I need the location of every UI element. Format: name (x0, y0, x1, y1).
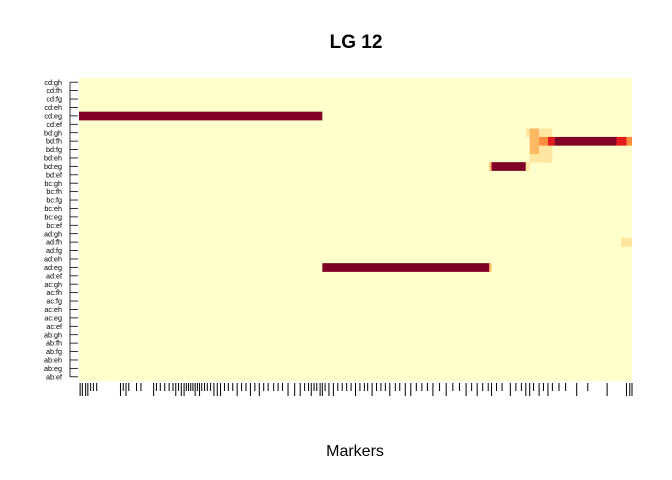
heatmap-cell (626, 136, 632, 146)
y-tick-label: ac:ef (46, 322, 62, 331)
y-tick-label: cd:ef (46, 120, 62, 129)
heatmap-cell (529, 153, 543, 163)
heatmap-cell (616, 136, 627, 146)
heatmap-cell (554, 136, 617, 146)
y-tick-label: ab:eg (44, 364, 62, 373)
heatmap-cell (489, 263, 492, 272)
heatmap-cell (529, 128, 540, 138)
y-tick-label: bc:fh (46, 187, 62, 196)
heatmap-cell (529, 145, 540, 155)
heatmap-cell (491, 162, 526, 171)
y-tick-label: ab:ef (46, 372, 62, 381)
y-tick-label: ad:fg (46, 246, 62, 255)
y-tick-label: cd:fg (46, 95, 62, 104)
y-tick-label: ab:gh (44, 330, 62, 339)
heatmap-cell (547, 136, 555, 146)
y-tick-label: ac:eh (44, 305, 62, 314)
x-axis-label: Markers (326, 443, 384, 460)
y-tick-label: bc:gh (44, 179, 62, 188)
y-tick-label: ad:eh (44, 255, 62, 264)
heatmap-cell (525, 162, 530, 171)
y-tick-label: ab:eh (44, 356, 62, 365)
y-tick-label: bd:fh (46, 137, 62, 146)
y-tick-label: cd:gh (44, 78, 62, 87)
y-tick-label: bd:ef (46, 170, 62, 179)
y-tick-label: bd:eh (44, 154, 62, 163)
heatmap-cell (529, 136, 540, 146)
marker-rug (79, 383, 633, 396)
heatmap-cell (539, 136, 548, 146)
y-tick-label: cd:eh (44, 103, 62, 112)
heatmap-cells (79, 111, 632, 272)
heatmap-cell (322, 263, 490, 272)
heatmap-cell (539, 145, 553, 155)
plot-area (79, 78, 632, 381)
y-tick-label: ac:fh (46, 288, 62, 297)
y-tick-label: bc:ef (46, 221, 62, 230)
heatmap-background (79, 78, 632, 381)
y-tick-label: bc:eg (44, 212, 62, 221)
y-tick-label: ab:fg (46, 347, 62, 356)
y-axis: cd:ghcd:fhcd:fgcd:ehcd:egcd:efbd:ghbd:fh… (44, 78, 78, 381)
y-tick-label: cd:eg (44, 111, 62, 120)
y-tick-label: ad:fh (46, 238, 62, 247)
y-tick-label: bd:fg (46, 145, 62, 154)
y-tick-label: ac:gh (44, 280, 62, 289)
y-tick-label: cd:fh (46, 86, 62, 95)
y-tick-label: ac:eg (44, 313, 62, 322)
heatmap-cell (525, 128, 530, 138)
y-tick-label: ad:gh (44, 229, 62, 238)
y-tick-label: bc:eh (44, 204, 62, 213)
chart-title: LG 12 (330, 32, 383, 53)
heatmap-cell (489, 162, 492, 171)
y-tick-label: bd:eg (44, 162, 62, 171)
heatmap-cell (79, 111, 323, 121)
heatmap-cell (542, 153, 553, 163)
y-tick-label: ab:fh (46, 339, 62, 348)
heatmap-cell (620, 237, 632, 247)
heatmap-cell (539, 128, 553, 138)
y-tick-label: ad:ef (46, 271, 62, 280)
y-tick-label: ad:eg (44, 263, 62, 272)
y-tick-label: bd:gh (44, 128, 62, 137)
y-tick-label: ac:fg (46, 297, 62, 306)
y-tick-label: bc:fg (46, 196, 62, 205)
